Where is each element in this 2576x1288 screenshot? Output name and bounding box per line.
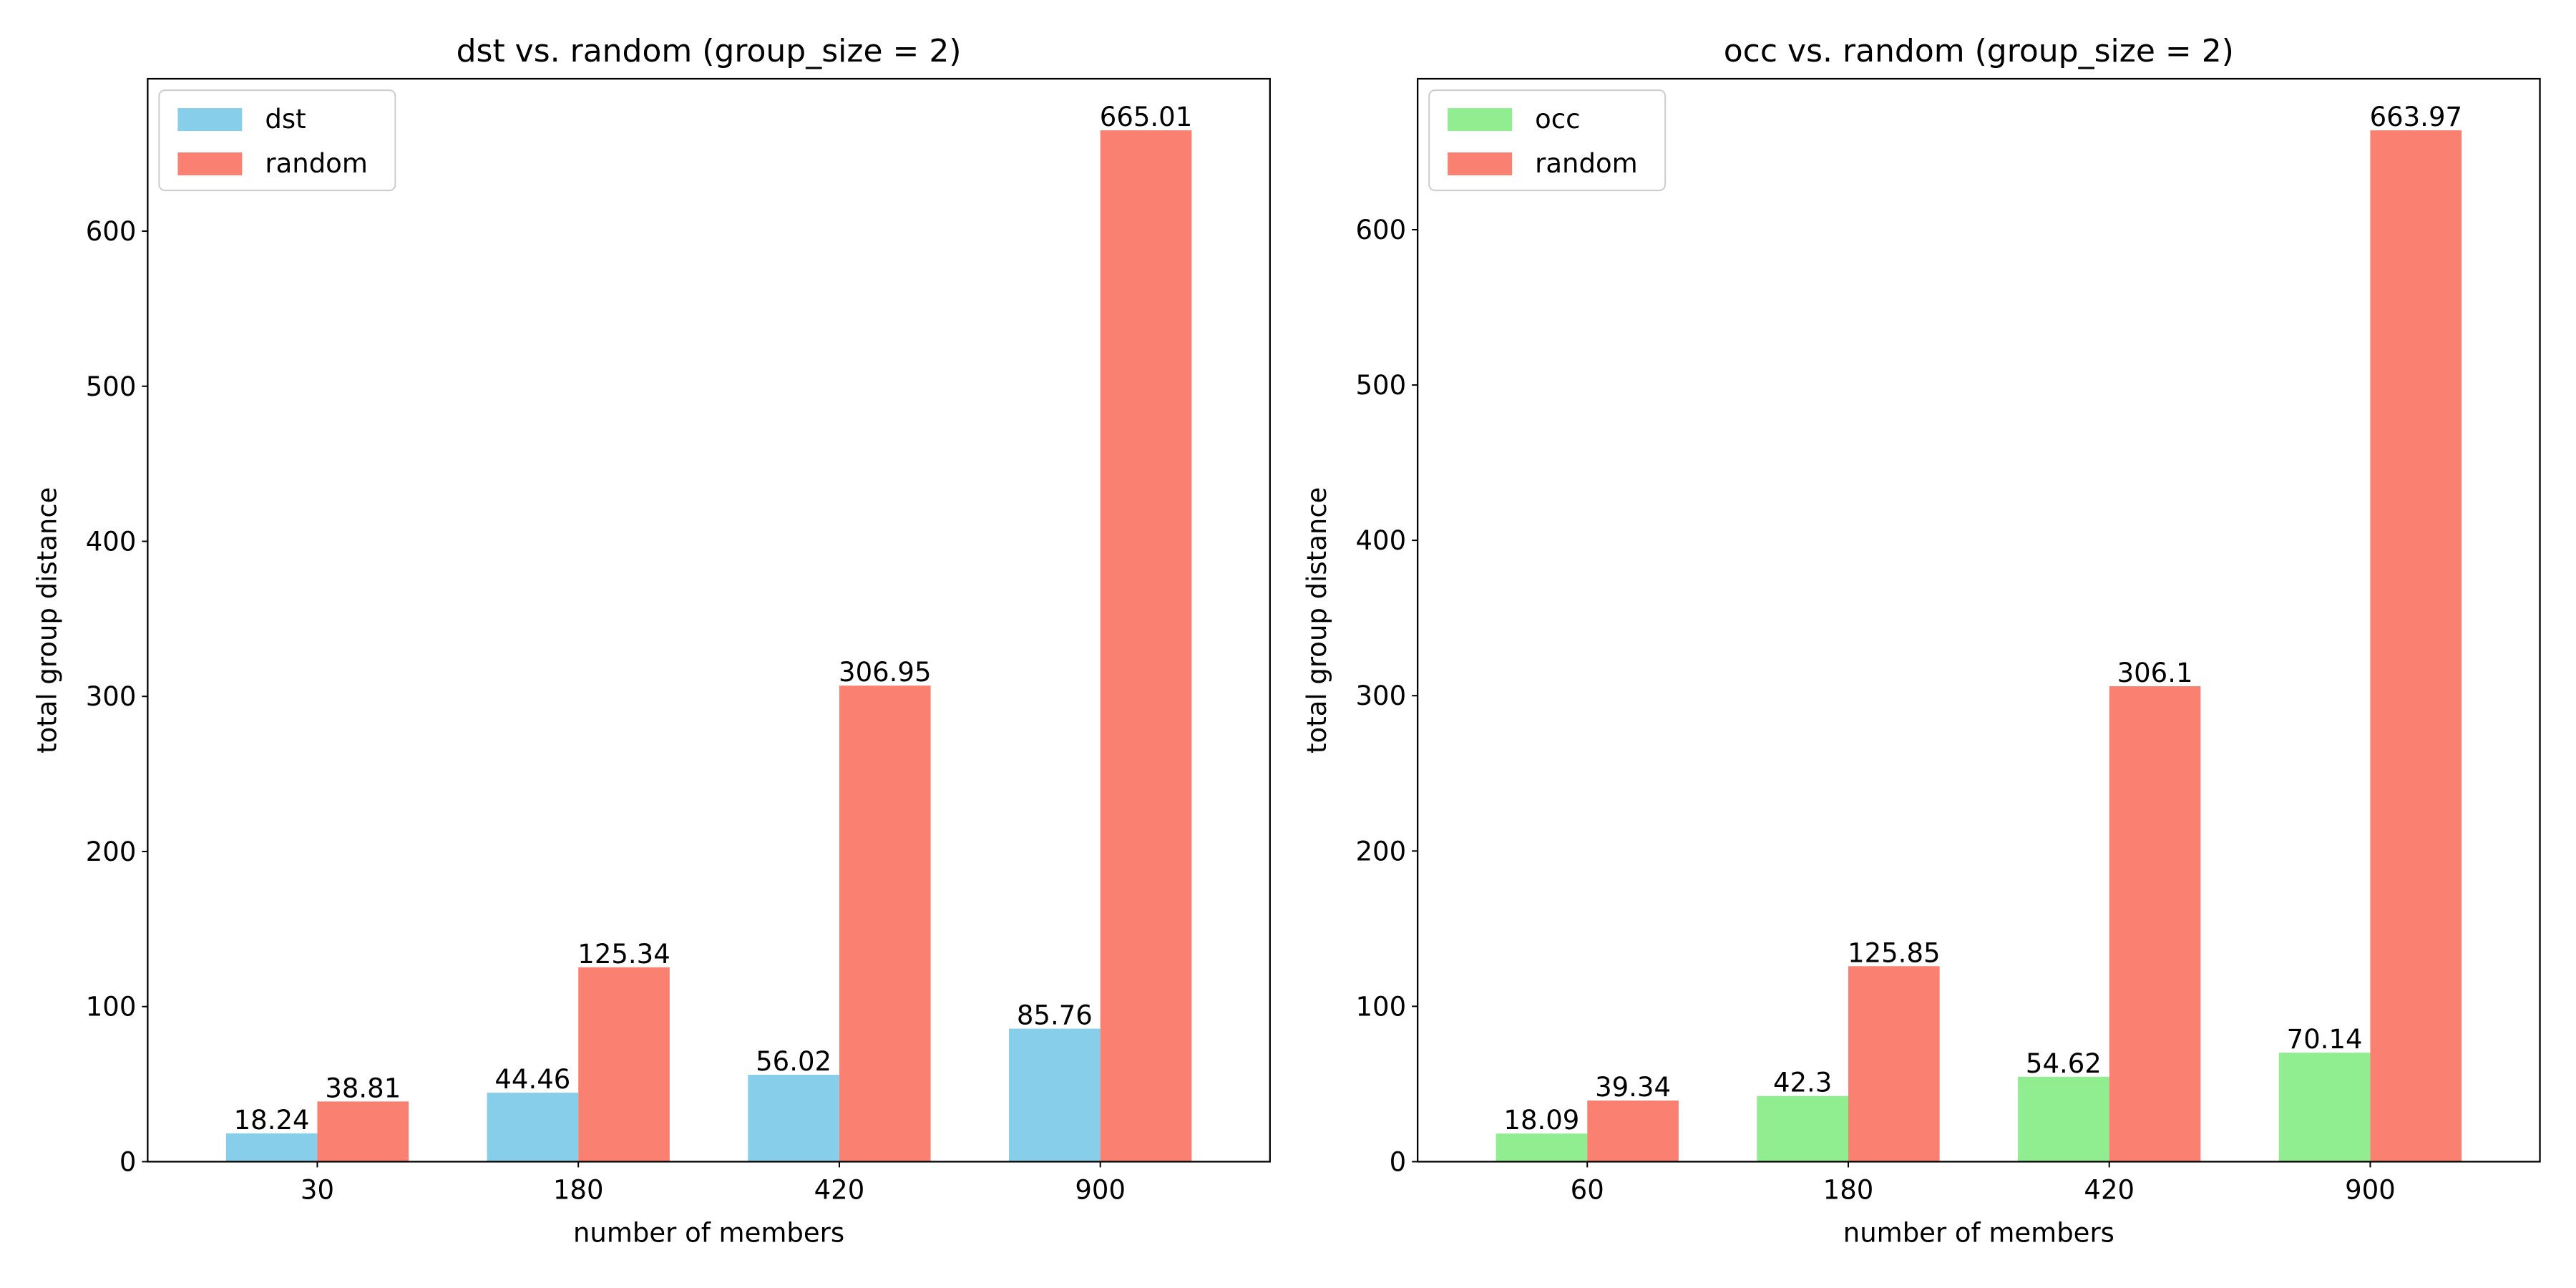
data-label-occ: 54.62 (2026, 1048, 2102, 1079)
legend-swatch-random (177, 152, 243, 176)
y-tick-label: 300 (1356, 680, 1407, 711)
data-label-random: 663.97 (2370, 102, 2462, 132)
y-axis-label: total group distance (31, 487, 62, 753)
data-label-random: 125.85 (1848, 937, 1940, 968)
x-tick-label: 60 (1571, 1174, 1604, 1205)
data-label-occ: 42.3 (1773, 1068, 1832, 1098)
y-tick-label: 100 (1356, 991, 1407, 1022)
y-tick-label: 500 (1356, 370, 1407, 401)
y-axis-label: total group distance (1302, 487, 1332, 753)
y-tick-label: 400 (1356, 525, 1407, 556)
bar-random (1587, 1101, 1679, 1162)
bar-occ (1757, 1096, 1848, 1162)
data-label-dst: 85.76 (1017, 1000, 1093, 1031)
data-label-random: 38.81 (325, 1073, 401, 1103)
bar-occ (1496, 1133, 1588, 1162)
bar-random (317, 1101, 409, 1162)
y-tick-label: 600 (86, 216, 137, 247)
y-tick-label: 200 (86, 836, 137, 867)
x-axis-label: number of members (1843, 1217, 2114, 1248)
y-tick-label: 0 (1390, 1146, 1407, 1177)
bar-random (578, 967, 670, 1162)
x-tick-label: 420 (2084, 1174, 2135, 1205)
data-label-dst: 44.46 (494, 1064, 570, 1095)
bar-random (2109, 686, 2201, 1162)
legend-label-occ: occ (1535, 104, 1580, 135)
chart-2: 18.09 42.3 54.62 70.14 39.34 125.85 306.1 663.9… (1302, 33, 2541, 1248)
x-axis-label: number of members (573, 1217, 844, 1248)
x-tick-label: 900 (1075, 1174, 1126, 1205)
x-tick-label: 30 (301, 1174, 334, 1205)
y-tick-label: 100 (86, 992, 137, 1023)
data-label-random: 306.1 (2117, 658, 2193, 688)
legend-label-random: random (1535, 148, 1638, 179)
y-tick-label: 600 (1356, 215, 1407, 245)
bar-dst (225, 1133, 318, 1162)
data-label-random: 665.01 (1100, 102, 1192, 132)
data-label-random: 125.34 (577, 939, 670, 970)
legend-swatch-random (1448, 152, 1513, 176)
legend-label-dst: dst (265, 104, 306, 135)
y-tick-label: 500 (86, 371, 137, 402)
legend-label-random: random (265, 148, 368, 179)
y-tick-label: 200 (1356, 836, 1407, 867)
bar-random (1848, 966, 1940, 1162)
bar-dst (487, 1093, 579, 1162)
x-tick-label: 420 (814, 1174, 865, 1205)
bar-random (2370, 130, 2462, 1162)
chart-title: occ vs. random (group_size = 2) (1724, 33, 2234, 69)
bar-occ (2018, 1076, 2109, 1162)
x-tick-label: 180 (1823, 1174, 1874, 1205)
plot-frame (147, 77, 1271, 1163)
bar-random (1100, 130, 1192, 1162)
y-tick-label: 0 (119, 1146, 137, 1177)
data-label-dst: 56.02 (756, 1046, 831, 1077)
chart-title: dst vs. random (group_size = 2) (457, 33, 962, 69)
data-label-occ: 18.09 (1503, 1105, 1579, 1136)
bar-dst (748, 1075, 839, 1162)
legend-swatch-dst (177, 108, 243, 132)
x-tick-label: 900 (2345, 1174, 2396, 1205)
data-label-random: 306.95 (839, 657, 931, 688)
chart-1: 18.24 44.46 56.02 85.76 38.81 125.34 306.95 665… (31, 33, 1271, 1248)
bar-dst (1009, 1028, 1101, 1162)
data-label-random: 39.34 (1595, 1072, 1671, 1103)
bar-occ (2278, 1053, 2371, 1162)
y-tick-label: 300 (86, 681, 137, 712)
y-tick-label: 400 (86, 526, 137, 557)
data-label-occ: 70.14 (2287, 1024, 2363, 1055)
plot-frame (1416, 77, 2541, 1163)
data-label-dst: 18.24 (234, 1105, 310, 1136)
bar-random (839, 686, 931, 1162)
x-tick-label: 180 (553, 1174, 604, 1205)
legend-swatch-occ (1448, 108, 1513, 132)
